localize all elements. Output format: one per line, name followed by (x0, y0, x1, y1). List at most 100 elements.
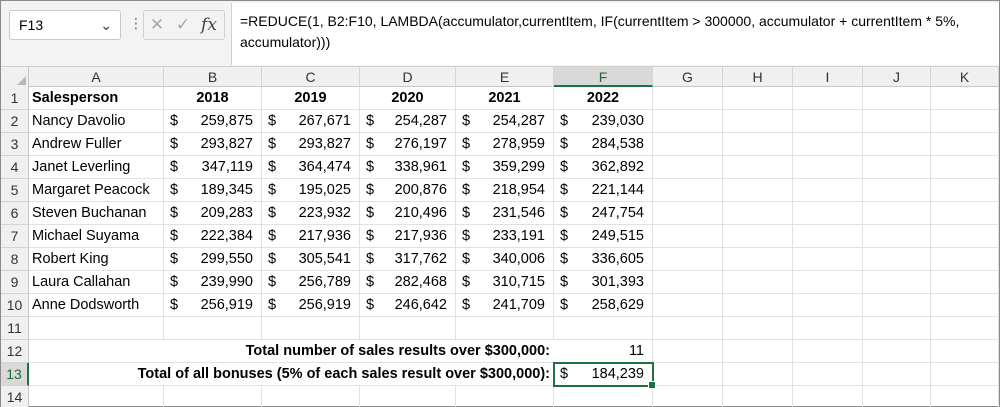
sales-value-cell[interactable]: $239,990 (164, 271, 262, 294)
sales-value-cell[interactable]: $256,919 (164, 294, 262, 317)
empty-cell[interactable] (653, 271, 723, 294)
empty-cell[interactable] (793, 87, 863, 110)
more-options-icon[interactable]: ⋮ (129, 15, 143, 31)
empty-cell[interactable] (863, 202, 931, 225)
header-year[interactable]: 2022 (554, 87, 653, 110)
sales-value-cell[interactable]: $247,754 (554, 202, 653, 225)
empty-cell[interactable] (360, 317, 456, 340)
row-header-11[interactable]: 11 (1, 317, 29, 340)
empty-cell[interactable] (863, 179, 931, 202)
empty-cell[interactable] (793, 294, 863, 317)
empty-cell[interactable] (653, 248, 723, 271)
empty-cell[interactable] (653, 179, 723, 202)
empty-cell[interactable] (723, 248, 793, 271)
confirm-check-icon[interactable]: ✓ (175, 15, 191, 34)
empty-cell[interactable] (653, 202, 723, 225)
salesperson-name[interactable]: Michael Suyama (29, 225, 164, 248)
empty-cell[interactable] (653, 386, 723, 407)
empty-cell[interactable] (863, 271, 931, 294)
empty-cell[interactable] (653, 133, 723, 156)
sales-value-cell[interactable]: $254,287 (456, 110, 554, 133)
empty-cell[interactable] (931, 133, 999, 156)
column-header-e[interactable]: E (456, 67, 554, 87)
sales-value-cell[interactable]: $364,474 (262, 156, 360, 179)
empty-cell[interactable] (262, 317, 360, 340)
sales-value-cell[interactable]: $282,468 (360, 271, 456, 294)
empty-cell[interactable] (793, 156, 863, 179)
salesperson-name[interactable]: Andrew Fuller (29, 133, 164, 156)
column-header-k[interactable]: K (931, 67, 999, 87)
sales-value-cell[interactable]: $258,629 (554, 294, 653, 317)
empty-cell[interactable] (931, 294, 999, 317)
empty-cell[interactable] (793, 363, 863, 386)
column-header-a[interactable]: A (29, 67, 164, 87)
sales-value-cell[interactable]: $278,959 (456, 133, 554, 156)
empty-cell[interactable] (456, 317, 554, 340)
empty-cell[interactable] (793, 340, 863, 363)
sales-value-cell[interactable]: $210,496 (360, 202, 456, 225)
bonus-value-cell[interactable]: $184,239 (553, 362, 656, 389)
empty-cell[interactable] (931, 156, 999, 179)
salesperson-name[interactable]: Anne Dodsworth (29, 294, 164, 317)
sales-value-cell[interactable]: $259,875 (164, 110, 262, 133)
sales-value-cell[interactable]: $317,762 (360, 248, 456, 271)
empty-cell[interactable] (793, 225, 863, 248)
insert-function-icon[interactable]: fx (201, 15, 217, 35)
sales-value-cell[interactable]: $221,144 (554, 179, 653, 202)
empty-cell[interactable] (653, 294, 723, 317)
salesperson-name[interactable]: Robert King (29, 248, 164, 271)
empty-cell[interactable] (723, 87, 793, 110)
empty-cell[interactable] (653, 317, 723, 340)
sales-value-cell[interactable]: $239,030 (554, 110, 653, 133)
empty-cell[interactable] (723, 271, 793, 294)
empty-cell[interactable] (863, 363, 931, 386)
empty-cell[interactable] (554, 386, 653, 407)
sales-value-cell[interactable]: $209,283 (164, 202, 262, 225)
header-salesperson[interactable]: Salesperson (29, 87, 164, 110)
empty-cell[interactable] (723, 386, 793, 407)
empty-cell[interactable] (863, 317, 931, 340)
sales-value-cell[interactable]: $249,515 (554, 225, 653, 248)
column-header-h[interactable]: H (723, 67, 793, 87)
empty-cell[interactable] (863, 110, 931, 133)
sales-value-cell[interactable]: $254,287 (360, 110, 456, 133)
sales-value-cell[interactable]: $293,827 (262, 133, 360, 156)
chevron-down-icon[interactable]: ⌄ (100, 17, 112, 33)
empty-cell[interactable] (262, 386, 360, 407)
empty-cell[interactable] (793, 133, 863, 156)
empty-cell[interactable] (554, 317, 653, 340)
sales-value-cell[interactable]: $195,025 (262, 179, 360, 202)
salesperson-name[interactable]: Steven Buchanan (29, 202, 164, 225)
salesperson-name[interactable]: Janet Leverling (29, 156, 164, 179)
row-header-5[interactable]: 5 (1, 179, 29, 202)
column-header-j[interactable]: J (863, 67, 931, 87)
row-header-6[interactable]: 6 (1, 202, 29, 225)
column-header-g[interactable]: G (653, 67, 723, 87)
empty-cell[interactable] (863, 386, 931, 407)
empty-cell[interactable] (931, 87, 999, 110)
sales-value-cell[interactable]: $362,892 (554, 156, 653, 179)
sales-value-cell[interactable]: $223,932 (262, 202, 360, 225)
empty-cell[interactable] (931, 317, 999, 340)
sales-value-cell[interactable]: $340,006 (456, 248, 554, 271)
name-box[interactable]: F13 ⌄ (9, 10, 121, 40)
sales-value-cell[interactable]: $189,345 (164, 179, 262, 202)
header-year[interactable]: 2020 (360, 87, 456, 110)
empty-cell[interactable] (653, 363, 723, 386)
cancel-icon[interactable]: ✕ (149, 15, 165, 34)
sales-value-cell[interactable]: $299,550 (164, 248, 262, 271)
empty-cell[interactable] (653, 110, 723, 133)
sales-value-cell[interactable]: $218,954 (456, 179, 554, 202)
row-header-12[interactable]: 12 (1, 340, 29, 363)
empty-cell[interactable] (164, 317, 262, 340)
empty-cell[interactable] (653, 156, 723, 179)
row-header-4[interactable]: 4 (1, 156, 29, 179)
empty-cell[interactable] (29, 317, 164, 340)
row-header-3[interactable]: 3 (1, 133, 29, 156)
empty-cell[interactable] (793, 248, 863, 271)
empty-cell[interactable] (863, 87, 931, 110)
sales-value-cell[interactable]: $256,789 (262, 271, 360, 294)
empty-cell[interactable] (863, 133, 931, 156)
empty-cell[interactable] (164, 386, 262, 407)
row-header-10[interactable]: 10 (1, 294, 29, 317)
